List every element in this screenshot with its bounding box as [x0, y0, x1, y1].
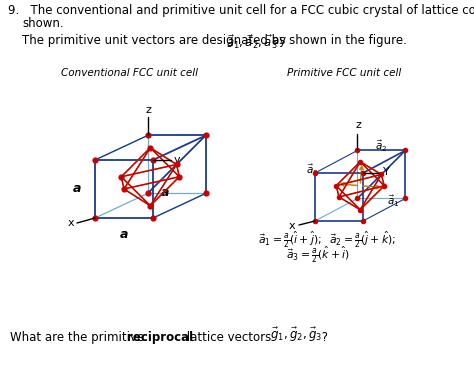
- Text: reciprocal: reciprocal: [127, 331, 193, 344]
- Text: What are the primitive: What are the primitive: [10, 331, 148, 344]
- Text: ?: ?: [318, 331, 328, 344]
- Text: $\vec{a}_1 = \frac{a}{2}(\hat{i}+\hat{j});$$\;\;\vec{a}_2 = \frac{a}{2}(\hat{j}+: $\vec{a}_1 = \frac{a}{2}(\hat{i}+\hat{j}…: [258, 230, 396, 250]
- Text: y: y: [174, 155, 181, 165]
- Text: $\vec{g}_1, \vec{g}_2, \vec{g}_3$: $\vec{g}_1, \vec{g}_2, \vec{g}_3$: [270, 326, 322, 344]
- Text: 9.   The conventional and primitive unit cell for a FCC cubic crystal of lattice: 9. The conventional and primitive unit c…: [8, 4, 474, 17]
- Text: as shown in the figure.: as shown in the figure.: [272, 34, 407, 47]
- Text: x: x: [288, 221, 295, 231]
- Text: $\vec{a}_1$: $\vec{a}_1$: [387, 194, 400, 209]
- Text: a: a: [73, 183, 81, 195]
- Text: $\vec{a}_2$: $\vec{a}_2$: [375, 138, 388, 154]
- Text: a: a: [120, 228, 128, 241]
- Text: Y: Y: [383, 167, 390, 177]
- Text: lattice vectors: lattice vectors: [183, 331, 271, 344]
- Text: $\vec{a}_1, \vec{a}_2, \vec{a}_3$: $\vec{a}_1, \vec{a}_2, \vec{a}_3$: [226, 34, 278, 51]
- Text: x: x: [67, 218, 74, 228]
- Text: $\vec{a}_3 = \frac{a}{2}(\hat{k}+\hat{i})$: $\vec{a}_3 = \frac{a}{2}(\hat{k}+\hat{i}…: [286, 245, 350, 265]
- Text: $\vec{a}_3$: $\vec{a}_3$: [306, 163, 318, 178]
- Text: z: z: [146, 105, 152, 116]
- Text: Primitive FCC unit cell: Primitive FCC unit cell: [287, 68, 401, 78]
- Text: a: a: [161, 186, 169, 198]
- Text: shown.: shown.: [22, 17, 64, 30]
- Text: z: z: [356, 120, 361, 130]
- Text: The primitive unit vectors are designated by: The primitive unit vectors are designate…: [22, 34, 286, 47]
- Text: Conventional FCC unit cell: Conventional FCC unit cell: [61, 68, 198, 78]
